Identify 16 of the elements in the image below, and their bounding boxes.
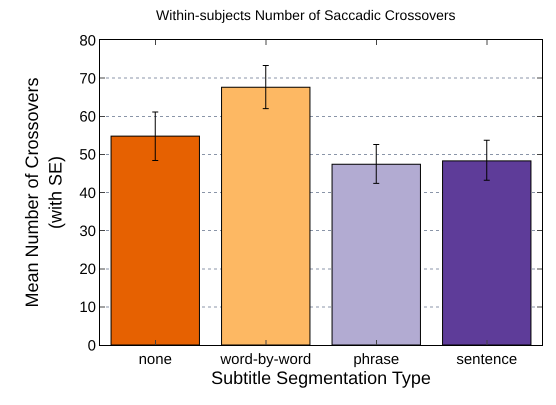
y-tick-label: 70 [79, 70, 96, 88]
y-tick-label: 10 [79, 299, 96, 316]
y-axis-title: Mean Number of Crossovers (with SE) [22, 77, 66, 308]
y-tick-label: 0 [88, 337, 96, 354]
y-tick-label: 80 [79, 32, 96, 50]
y-tick-label: 20 [79, 261, 96, 278]
x-tick-label: phrase [353, 351, 400, 368]
x-tick-label: none [138, 351, 172, 368]
y-tick-label: 40 [79, 184, 96, 202]
y-tick-label: 50 [79, 146, 96, 164]
x-tick-label: word-by-word [219, 351, 312, 368]
x-axis-title: Subtitle Segmentation Type [211, 368, 431, 388]
x-tick-label: sentence [456, 351, 518, 368]
chart-title: Within-subjects Number of Saccadic Crossovers [156, 6, 456, 23]
y-tick-label: 30 [79, 222, 96, 240]
y-tick-label: 60 [79, 108, 96, 126]
